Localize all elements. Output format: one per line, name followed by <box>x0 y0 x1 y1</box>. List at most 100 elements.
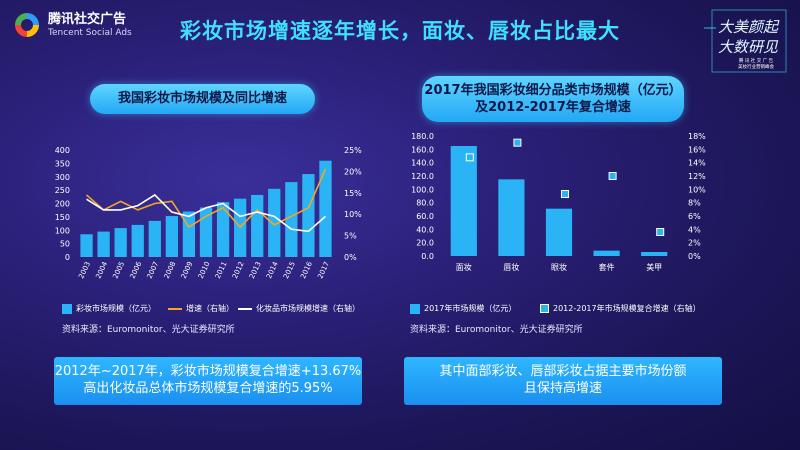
bar-market-size <box>165 216 179 257</box>
y-tick-left: 300 <box>55 173 70 182</box>
y-tick-right: 15% <box>344 189 362 198</box>
right-summary-line1: 其中面部彩妆、唇部彩妆占据主要市场份额 <box>439 364 687 379</box>
y-tick-right: 8% <box>688 199 701 208</box>
marker-cagr <box>513 138 522 147</box>
x-tick-label: 面妆 <box>456 262 472 272</box>
y-tick-left: 140.0 <box>411 159 434 168</box>
y-tick-right: 4% <box>688 225 701 234</box>
y-tick-left: 400 <box>55 146 70 155</box>
bar-market-size <box>268 188 281 257</box>
y-tick-right: 18% <box>688 132 706 141</box>
tencent-social-ads-logo: 腾讯社交广告 Tencent Social Ads <box>12 10 132 40</box>
legend-cagr: 2012-2017年市场规模复合增速（右轴） <box>540 303 701 314</box>
y-tick-left: 50 <box>60 240 70 249</box>
y-tick-right: 2% <box>688 239 701 248</box>
logo-cn-text: 腾讯社交广告 <box>48 11 127 27</box>
y-tick-left: 80.0 <box>416 199 434 208</box>
tencent-logo-icon <box>15 13 39 37</box>
y-tick-left: 250 <box>55 186 70 195</box>
bar-market-size <box>285 182 298 257</box>
bar-market-size <box>97 231 110 257</box>
bar-market-size <box>131 224 144 257</box>
y-tick-right: 10% <box>688 185 706 194</box>
marker-cagr <box>656 228 665 236</box>
y-tick-right: 14% <box>688 159 706 168</box>
marker-cagr <box>608 172 617 180</box>
legend-growth: 增速（右轴） <box>168 303 234 314</box>
legend-bar-swatch-right <box>410 303 420 314</box>
legend-growth-label: 增速（右轴） <box>186 304 234 313</box>
right-source: 资料来源：Euromonitor、光大证券研究所 <box>410 325 583 335</box>
bar-market-size <box>216 202 230 257</box>
y-tick-left: 20.0 <box>416 239 434 248</box>
right-summary-box: 其中面部彩妆、唇部彩妆占据主要市场份额 且保持高增速 <box>404 357 722 405</box>
badge-sub1: 腾 讯 社 交 广 告 <box>739 57 774 64</box>
right-title-line1: 2017年我国彩妆细分品类市场规模（亿元） <box>424 83 682 98</box>
page-title: 彩妆市场增速逐年增长，面妆、唇妆占比最大 <box>180 19 620 43</box>
y-tick-left: 120.0 <box>411 172 434 181</box>
bar-market-size <box>114 228 127 257</box>
y-tick-right: 20% <box>344 167 362 176</box>
marker-cagr <box>561 190 569 198</box>
y-tick-left: 160.0 <box>411 145 434 154</box>
bar-market-size <box>319 160 332 257</box>
legend-white-line <box>238 307 252 310</box>
marker-cagr <box>465 153 474 162</box>
bar-market-size <box>302 174 315 257</box>
legend-2017-size-label: 2017年市场规模（亿元） <box>424 304 517 313</box>
legend-cagr-label: 2012-2017年市场规模复合增速（右轴） <box>553 304 701 313</box>
y-tick-right: 16% <box>688 145 706 154</box>
line-cosmetics-growth <box>86 193 326 233</box>
y-tick-right: 0% <box>688 252 701 261</box>
right-title-line2: 及2012-2017年复合增速 <box>475 100 631 115</box>
x-tick-label: 唇妆 <box>503 262 519 272</box>
left-summary-line2: 高出化妆品总体市场规模复合增速的5.95% <box>83 381 333 396</box>
badge-line1: 大美颜起 <box>718 18 780 36</box>
y-tick-right: 12% <box>688 172 706 181</box>
legend-bar-swatch <box>62 303 72 314</box>
bar-2017-size <box>641 252 668 256</box>
y-tick-left: 40.0 <box>416 225 434 234</box>
y-tick-left: 180.0 <box>411 132 434 141</box>
badge-line2: 大数研见 <box>718 38 779 56</box>
y-tick-left: 0 <box>65 253 70 262</box>
bar-market-size <box>80 234 93 257</box>
bar-2017-size <box>593 250 620 256</box>
y-tick-left: 0.0 <box>421 252 434 261</box>
y-tick-right: 10% <box>344 210 362 219</box>
event-badge: 大美颜起 大数研见 腾 讯 社 交 广 告 美妆行业营销峰会 <box>704 9 787 73</box>
x-tick-label: 眼妆 <box>551 262 567 272</box>
legend-marker-swatch <box>540 304 549 313</box>
right-chart-title: 2017年我国彩妆细分品类市场规模（亿元） 及2012-2017年复合增速 <box>422 76 684 122</box>
x-tick-label: 套件 <box>599 262 615 272</box>
left-chart-title: 我国彩妆市场规模及同比增速 <box>90 84 315 114</box>
bar-2017-size <box>545 208 573 256</box>
bar-2017-size <box>498 179 525 256</box>
left-source: 资料来源：Euromonitor、光大证券研究所 <box>62 325 235 335</box>
x-tick-label: 美甲 <box>646 262 662 272</box>
bar-market-size <box>199 207 213 257</box>
left-summary-line1: 2012年~2017年，彩妆市场规模复合增速+13.67% <box>54 364 362 379</box>
legend-2017-size: 2017年市场规模（亿元） <box>410 303 516 314</box>
legend-market-size-label: 彩妆市场规模（亿元） <box>76 304 156 313</box>
legend-cosmetics-growth: 化妆品市场规模增速（右轴） <box>238 303 360 314</box>
y-tick-left: 100.0 <box>411 185 434 194</box>
bar-market-size <box>251 194 264 257</box>
y-tick-left: 100 <box>55 226 70 235</box>
logo-en-text: Tencent Social Ads <box>48 27 132 38</box>
y-tick-right: 25% <box>344 146 362 155</box>
legend-market-size: 彩妆市场规模（亿元） <box>62 303 156 314</box>
y-tick-left: 350 <box>55 159 70 168</box>
y-tick-left: 150 <box>55 213 70 222</box>
legend-cosmetics-label: 化妆品市场规模增速（右轴） <box>256 304 360 313</box>
legend-orange-line <box>168 307 182 310</box>
y-tick-right: 5% <box>344 232 357 241</box>
badge-sub2: 美妆行业营销峰会 <box>738 63 774 70</box>
bar-market-size <box>148 220 161 257</box>
line-growth <box>86 168 327 229</box>
y-tick-right: 0% <box>344 253 357 262</box>
left-summary-box: 2012年~2017年，彩妆市场规模复合增速+13.67% 高出化妆品总体市场规… <box>54 357 362 405</box>
y-tick-left: 200 <box>55 200 70 209</box>
